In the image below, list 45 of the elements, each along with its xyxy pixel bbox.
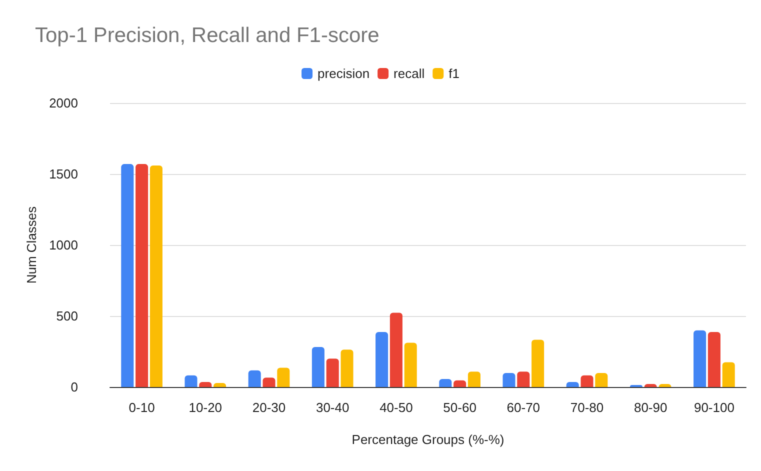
y-tick-label: 500	[56, 308, 78, 324]
x-tick-label: 10-20	[188, 400, 222, 415]
bar	[580, 375, 594, 387]
y-tick-label: 0	[70, 380, 78, 394]
legend-label: precision	[318, 66, 370, 81]
bar	[502, 372, 516, 387]
bar	[262, 378, 276, 387]
y-tick-label: 1000	[49, 238, 78, 252]
y-axis-title: Num Classes	[24, 206, 40, 284]
bar	[722, 362, 735, 387]
bar	[326, 358, 339, 387]
x-axis-title: Percentage Groups (%-%)	[352, 432, 504, 447]
bar	[694, 330, 706, 387]
bar	[248, 370, 261, 387]
bar	[532, 340, 544, 387]
bar	[404, 342, 417, 387]
bar	[150, 165, 162, 387]
y-tick-label: 2000	[49, 96, 78, 110]
x-tick-label: 30-40	[316, 400, 350, 415]
x-tick-label: 70-80	[570, 400, 604, 415]
x-tick-label: 0-10	[128, 400, 155, 415]
bar	[708, 332, 720, 387]
bar	[121, 164, 134, 387]
x-tick-label: 80-90	[634, 400, 668, 415]
bar	[595, 372, 608, 387]
bar	[454, 380, 466, 387]
bar	[184, 375, 198, 387]
bar	[376, 332, 388, 387]
x-tick-label: 60-70	[506, 400, 540, 415]
x-tick-label: 40-50	[380, 400, 413, 415]
bar	[340, 350, 354, 387]
x-tick-label: 90-100	[694, 400, 734, 415]
bar	[277, 368, 290, 387]
chart-title: Top-1 Precision, Recall and F1-score	[35, 24, 380, 47]
bar	[517, 372, 530, 387]
bar	[390, 312, 402, 387]
legend-label: recall	[394, 66, 425, 81]
bar	[468, 372, 480, 387]
bar	[439, 379, 452, 387]
x-tick-label: 20-30	[252, 400, 286, 415]
x-tick-label: 50-60	[443, 400, 476, 415]
y-tick-label: 1500	[49, 166, 78, 182]
legend-label: f1	[448, 66, 460, 81]
bar	[136, 164, 148, 387]
bar	[312, 346, 324, 387]
